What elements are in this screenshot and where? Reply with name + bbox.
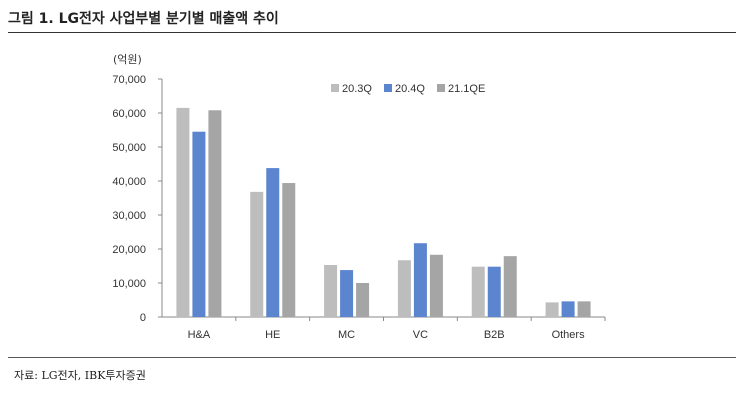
bar-21.1QE-B2B — [503, 256, 517, 317]
x-category-label: HE — [265, 329, 280, 341]
legend: 20.3Q 20.4Q 21.1QE — [331, 83, 485, 95]
title-rule — [8, 32, 736, 33]
y-tick-label: 70,000 — [112, 74, 146, 86]
legend-label: 21.1QE — [448, 83, 485, 95]
bar-21.1QE-MC — [356, 283, 370, 317]
legend-swatch-21.1QE — [437, 84, 445, 92]
legend-label: 20.4Q — [395, 83, 425, 95]
y-unit-label: (억원) — [113, 53, 142, 66]
bar-21.1QE-H&A — [208, 110, 222, 317]
source-note: 자료: LG전자, IBK투자증권 — [14, 369, 146, 382]
y-tick-label: 40,000 — [112, 176, 146, 188]
legend-label: 20.3Q — [342, 83, 372, 95]
x-category-label: H&A — [188, 329, 211, 341]
figure-title: 그림 1. LG전자 사업부별 분기별 매출액 추이 — [8, 11, 279, 27]
bar-20.3Q-VC — [397, 260, 411, 317]
bar-20.4Q-Others — [561, 301, 575, 317]
y-tick-label: 0 — [140, 312, 146, 324]
bar-20.3Q-Others — [545, 302, 559, 317]
y-tick-label: 20,000 — [112, 244, 146, 256]
x-category-label: Others — [552, 329, 586, 341]
bar-20.4Q-HE — [266, 168, 280, 317]
bar-20.3Q-HE — [250, 191, 264, 317]
bar-20.3Q-MC — [324, 264, 338, 317]
bar-20.4Q-B2B — [487, 266, 501, 317]
y-axis-ticks: 0 10,000 20,000 30,000 40,000 50,000 60,000 70,… — [112, 74, 162, 324]
x-category-label: VC — [413, 329, 428, 341]
x-category-label: MC — [338, 329, 355, 341]
bars — [176, 107, 591, 318]
bar-20.4Q-VC — [413, 243, 427, 317]
bar-20.3Q-H&A — [176, 107, 190, 318]
y-tick-label: 30,000 — [112, 210, 146, 222]
bar-21.1QE-VC — [429, 254, 443, 317]
source-rule — [8, 357, 736, 358]
bar-20.4Q-MC — [340, 270, 354, 317]
bar-21.1QE-HE — [282, 183, 296, 317]
y-tick-label: 50,000 — [112, 142, 146, 154]
legend-swatch-20.3Q — [331, 84, 339, 92]
y-tick-label: 10,000 — [112, 278, 146, 290]
y-tick-label: 60,000 — [112, 108, 146, 120]
bar-20.3Q-B2B — [471, 266, 485, 317]
x-category-label: B2B — [484, 329, 505, 341]
legend-swatch-20.4Q — [384, 84, 392, 92]
x-axis-categories: H&A HE MC VC B2B Others — [188, 317, 606, 341]
bar-20.4Q-H&A — [192, 131, 206, 317]
bar-21.1QE-Others — [577, 301, 591, 317]
